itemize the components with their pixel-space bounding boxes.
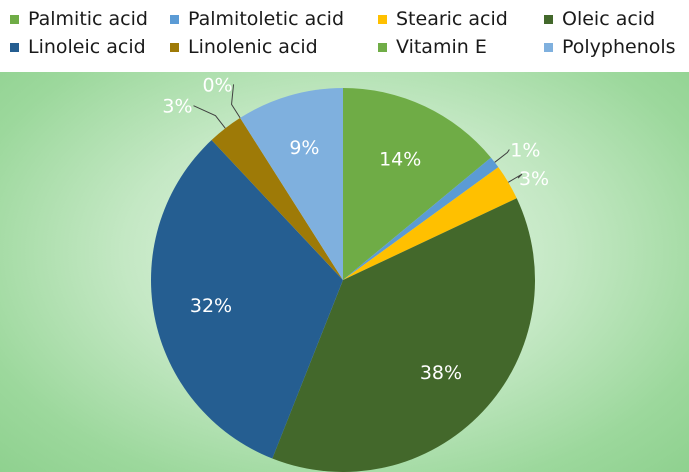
legend-swatch-linoleic-acid	[10, 42, 19, 52]
leader-line-palmitoletic-acid	[494, 149, 510, 163]
data-label-palmitoletic-acid: 1%	[510, 140, 540, 162]
legend-label-linolenic-acid: Linolenic acid	[188, 36, 318, 58]
data-label-palmitic-acid: 14%	[379, 148, 421, 170]
data-label-oleic-acid: 38%	[420, 362, 462, 384]
pie-slice-linolenic-acid	[211, 117, 343, 280]
legend-label-polyphenols: Polyphenols	[562, 36, 676, 58]
pie-chart: 14% 1% 3% 38% 32% 3% 0% 9%	[151, 74, 549, 472]
legend-swatch-oleic-acid	[544, 14, 553, 24]
plot-area: 14% 1% 3% 38% 32% 3% 0% 9%	[0, 72, 689, 472]
pie-slice-oleic-acid	[272, 198, 536, 472]
data-label-polyphenols: 9%	[289, 137, 319, 159]
legend-swatch-palmitic-acid	[10, 14, 19, 24]
pie-slice-palmitoletic-acid	[343, 157, 499, 280]
legend-label-palmitoletic-acid: Palmitoletic acid	[188, 8, 344, 30]
legend-swatch-linolenic-acid	[170, 42, 179, 52]
leader-line-linolenic-acid	[193, 105, 226, 129]
legend-item-oleic-acid: Oleic acid	[544, 8, 655, 30]
legend-label-stearic-acid: Stearic acid	[396, 8, 508, 30]
data-label-linolenic-acid: 3%	[162, 96, 192, 118]
legend-item-palmitic-acid: Palmitic acid	[10, 8, 148, 30]
data-label-stearic-acid: 3%	[519, 168, 549, 190]
data-label-vitamin-e: 0%	[202, 74, 232, 96]
legend-swatch-palmitoletic-acid	[170, 14, 179, 24]
pie-slice-polyphenols	[240, 88, 343, 280]
legend-item-polyphenols: Polyphenols	[544, 36, 676, 58]
pie-slice-stearic-acid	[343, 167, 517, 280]
legend-swatch-vitamin-e	[378, 42, 387, 52]
legend-swatch-polyphenols	[544, 42, 553, 52]
legend-swatch-stearic-acid	[378, 14, 387, 24]
legend-label-oleic-acid: Oleic acid	[562, 8, 656, 30]
legend-label-vitamin-e: Vitamin E	[396, 36, 487, 58]
legend-item-vitamin-e: Vitamin E	[378, 36, 487, 58]
legend-label-palmitic-acid: Palmitic acid	[28, 8, 148, 30]
pie-slice-palmitic-acid	[343, 88, 491, 280]
data-label-linoleic-acid: 32%	[190, 295, 232, 317]
legend-item-palmitoletic-acid: Palmitoletic acid	[170, 8, 344, 30]
chart-legend: Palmitic acid Palmitoletic acid Stearic …	[0, 0, 689, 72]
legend-item-linoleic-acid: Linoleic acid	[10, 36, 146, 58]
legend-item-linolenic-acid: Linolenic acid	[170, 36, 318, 58]
pie-slice-linoleic-acid	[151, 140, 343, 459]
legend-label-linoleic-acid: Linoleic acid	[28, 36, 146, 58]
legend-item-stearic-acid: Stearic acid	[378, 8, 508, 30]
leader-line-stearic-acid	[508, 173, 523, 183]
leader-line-vitamin-e	[231, 84, 241, 119]
